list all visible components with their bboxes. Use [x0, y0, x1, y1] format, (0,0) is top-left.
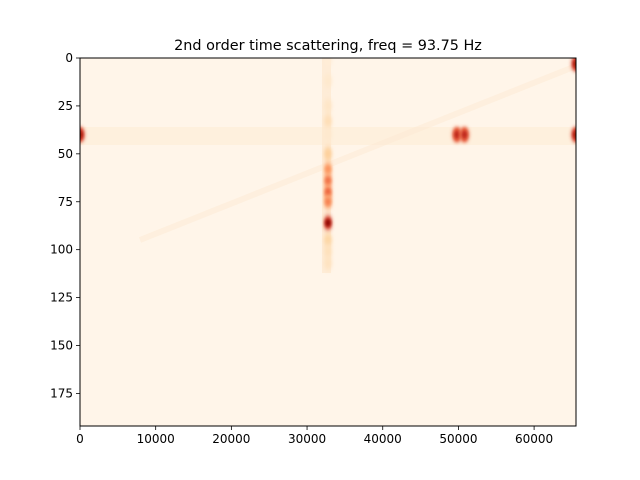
hot-spot-core-15	[454, 130, 460, 139]
hot-spot-core-8	[325, 188, 331, 197]
hot-spot-5	[323, 146, 333, 161]
plot-frame	[79, 57, 577, 427]
hot-spot-core-9	[325, 197, 331, 206]
x-axis: 0 10000 20000 30000 40000 50000 60000	[76, 426, 553, 446]
x-tick-label: 40000	[364, 432, 402, 446]
hot-spot-3	[323, 114, 333, 129]
y-tick-label: 175	[50, 386, 73, 400]
hot-spots-layer	[80, 58, 576, 271]
y-tick-label: 75	[58, 195, 73, 209]
x-tick-label: 30000	[288, 432, 326, 446]
hot-spot-12	[323, 244, 333, 259]
y-tick-label: 125	[50, 291, 73, 305]
hot-spot-core-6	[325, 165, 331, 174]
hot-spot-core-18	[573, 130, 576, 139]
hot-spot-core-14	[80, 130, 83, 139]
y-tick-label: 100	[50, 243, 73, 257]
hot-spot-4	[323, 127, 333, 142]
y-tick-label: 50	[58, 147, 73, 161]
plot-area	[80, 58, 576, 426]
hot-spot-1	[323, 74, 333, 88]
x-tick-label: 20000	[212, 432, 250, 446]
x-tick-label: 50000	[439, 432, 477, 446]
x-tick-label: 10000	[137, 432, 175, 446]
y-tick-label: 25	[58, 99, 73, 113]
hot-spot-core-7	[325, 176, 331, 185]
hot-spot-11	[323, 233, 333, 248]
hot-spot-core-16	[462, 130, 467, 139]
y-tick-label: 150	[50, 339, 73, 353]
y-tick-label: 0	[65, 51, 73, 65]
hot-spot-0	[323, 58, 333, 67]
hot-spot-2	[323, 98, 333, 113]
hot-spot-13	[323, 256, 333, 271]
hot-spot-core-10	[325, 218, 331, 227]
y-axis: 0 25 50 75 100 125 150 175	[50, 51, 80, 400]
hot-spot-core-17	[573, 59, 576, 68]
chart-title: 2nd order time scattering, freq = 93.75 …	[174, 38, 482, 54]
x-tick-label: 60000	[515, 432, 553, 446]
faint-diagonal-streak	[138, 63, 576, 243]
x-tick-label: 0	[76, 432, 84, 446]
